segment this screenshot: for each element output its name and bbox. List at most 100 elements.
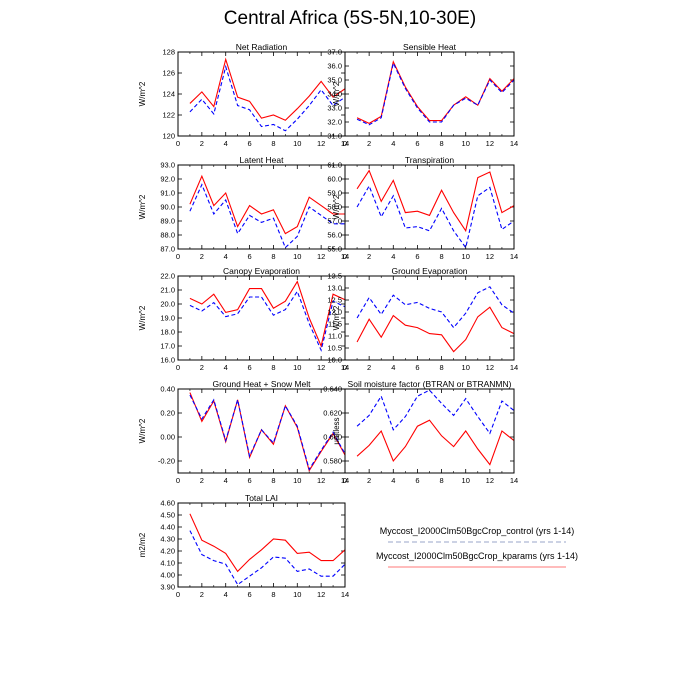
latent-heat-ytick-label: 89.0 bbox=[160, 217, 175, 226]
canopy-evaporation-xtick-label: 12 bbox=[317, 363, 325, 372]
latent-heat-kparams-line bbox=[189, 174, 345, 235]
soil-moisture-factor-btran-or-btranmn-ytick-label: 0.620 bbox=[323, 409, 342, 418]
canopy-evaporation-ytick-label: 22.0 bbox=[160, 272, 175, 281]
sensible-heat-ytick-label: 31.0 bbox=[327, 132, 342, 141]
ground-heat-snow-melt-xtick-label: 14 bbox=[341, 476, 349, 485]
sensible-heat-ytick-label: 32.0 bbox=[327, 118, 342, 127]
ground-evaporation-panel-title: Ground Evaporation bbox=[391, 266, 467, 276]
net-radiation-ytick-label: 128 bbox=[162, 48, 175, 57]
ground-evaporation-ytick-label: 12.0 bbox=[327, 308, 342, 317]
sensible-heat-xtick-label: 10 bbox=[462, 139, 470, 148]
sensible-heat-plot-frame bbox=[344, 51, 515, 137]
soil-moisture-factor-btran-or-btranmn-xtick-label: 0 bbox=[343, 476, 347, 485]
latent-heat-ytick-label: 90.0 bbox=[160, 203, 175, 212]
canopy-evaporation-kparams-line bbox=[189, 280, 346, 348]
net-radiation-xtick-label: 2 bbox=[200, 139, 204, 148]
legend-label-control: Myccost_I2000Clm50BgcCrop_control (yrs 1… bbox=[380, 526, 575, 536]
ground-heat-snow-melt-control-line bbox=[189, 394, 346, 471]
canopy-evaporation-xtick-label: 10 bbox=[293, 363, 301, 372]
total-lai-xtick-label: 12 bbox=[317, 590, 325, 599]
total-lai-ylabel: m2/m2 bbox=[138, 532, 147, 557]
sensible-heat-kparams-line bbox=[356, 60, 515, 125]
transpiration-xtick-label: 10 bbox=[462, 252, 470, 261]
transpiration-ytick-label: 60.0 bbox=[327, 175, 342, 184]
net-radiation-ytick-label: 120 bbox=[162, 132, 175, 141]
net-radiation-control-line bbox=[189, 64, 346, 132]
latent-heat-xtick-label: 4 bbox=[224, 252, 228, 261]
soil-moisture-factor-btran-or-btranmn-xtick-label: 12 bbox=[486, 476, 494, 485]
sensible-heat-xtick-label: 14 bbox=[510, 139, 518, 148]
canopy-evaporation-xtick-label: 8 bbox=[271, 363, 275, 372]
ground-heat-snow-melt-xtick-label: 12 bbox=[317, 476, 325, 485]
ground-heat-snow-melt-xtick-label: 6 bbox=[247, 476, 251, 485]
latent-heat-panel-title: Latent Heat bbox=[240, 155, 285, 165]
total-lai-kparams-line bbox=[189, 513, 346, 573]
total-lai-ytick-label: 4.00 bbox=[160, 571, 175, 580]
transpiration-ytick-label: 57.0 bbox=[327, 217, 342, 226]
net-radiation-ylabel: W/m^2 bbox=[138, 81, 147, 106]
total-lai-panel-title: Total LAI bbox=[245, 493, 278, 503]
ground-evaporation-xtick-label: 4 bbox=[391, 363, 395, 372]
canopy-evaporation-ylabel: W/m^2 bbox=[138, 305, 147, 330]
sensible-heat-xtick-label: 12 bbox=[486, 139, 494, 148]
ground-evaporation-ytick-label: 13.0 bbox=[327, 284, 342, 293]
soil-moisture-factor-btran-or-btranmn-panel-title: Soil moisture factor (BTRAN or BTRANMN) bbox=[348, 379, 512, 389]
latent-heat-control-line bbox=[189, 183, 345, 249]
net-radiation-xtick-label: 4 bbox=[224, 139, 228, 148]
net-radiation-xtick-label: 14 bbox=[341, 139, 349, 148]
sensible-heat-ytick-label: 33.0 bbox=[327, 104, 342, 113]
ground-heat-snow-melt-ytick-label: -0.20 bbox=[158, 457, 175, 466]
sensible-heat-ylabel: W/m^2 bbox=[332, 81, 341, 106]
latent-heat-xtick-label: 2 bbox=[200, 252, 204, 261]
ground-evaporation-xtick-label: 8 bbox=[439, 363, 443, 372]
total-lai-ytick-label: 4.30 bbox=[160, 535, 175, 544]
ground-evaporation-xtick-label: 12 bbox=[486, 363, 494, 372]
soil-moisture-factor-btran-or-btranmn-plot-frame bbox=[344, 388, 515, 474]
latent-heat-ylabel: W/m^2 bbox=[138, 194, 147, 219]
latent-heat-ytick-label: 87.0 bbox=[160, 245, 175, 254]
ground-evaporation-ytick-label: 10.5 bbox=[327, 344, 342, 353]
canopy-evaporation-xtick-label: 2 bbox=[200, 363, 204, 372]
sensible-heat-xtick-label: 2 bbox=[367, 139, 371, 148]
canopy-evaporation-panel-title: Canopy Evaporation bbox=[223, 266, 300, 276]
latent-heat-ytick-label: 88.0 bbox=[160, 231, 175, 240]
total-lai-control-line bbox=[189, 530, 346, 586]
figure-title: Central Africa (5S-5N,10-30E) bbox=[223, 8, 477, 29]
soil-moisture-factor-btran-or-btranmn-xtick-label: 8 bbox=[439, 476, 443, 485]
total-lai-xtick-label: 4 bbox=[224, 590, 228, 599]
canopy-evaporation-ytick-label: 18.0 bbox=[160, 328, 175, 337]
ground-heat-snow-melt-xtick-label: 10 bbox=[293, 476, 301, 485]
transpiration-control-line bbox=[356, 184, 515, 249]
net-radiation-ytick-label: 122 bbox=[162, 111, 175, 120]
transpiration-ytick-label: 55.0 bbox=[327, 245, 342, 254]
ground-heat-snow-melt-ytick-label: 0.20 bbox=[160, 409, 175, 418]
ground-evaporation-ytick-label: 12.5 bbox=[327, 296, 342, 305]
ground-heat-snow-melt-ylabel: W/m^2 bbox=[138, 418, 147, 443]
total-lai-ytick-label: 4.40 bbox=[160, 523, 175, 532]
transpiration-kparams-line bbox=[356, 169, 515, 233]
canopy-evaporation-xtick-label: 6 bbox=[247, 363, 251, 372]
net-radiation-panel-title: Net Radiation bbox=[236, 42, 288, 52]
sensible-heat-ytick-label: 35.0 bbox=[327, 76, 342, 85]
legend-label-kparams: Myccost_I2000Clm50BgcCrop_kparams (yrs 1… bbox=[376, 551, 578, 561]
canopy-evaporation-ytick-label: 16.0 bbox=[160, 356, 175, 365]
total-lai-ytick-label: 4.50 bbox=[160, 511, 175, 520]
sensible-heat-ytick-label: 34.0 bbox=[327, 90, 342, 99]
total-lai-ytick-label: 3.90 bbox=[160, 583, 175, 592]
soil-moisture-factor-btran-or-btranmn-xtick-label: 4 bbox=[391, 476, 395, 485]
ground-evaporation-xtick-label: 0 bbox=[343, 363, 347, 372]
total-lai-xtick-label: 6 bbox=[247, 590, 251, 599]
total-lai-xtick-label: 2 bbox=[200, 590, 204, 599]
transpiration-xtick-label: 2 bbox=[367, 252, 371, 261]
sensible-heat-xtick-label: 8 bbox=[439, 139, 443, 148]
latent-heat-xtick-label: 12 bbox=[317, 252, 325, 261]
canopy-evaporation-ytick-label: 20.0 bbox=[160, 300, 175, 309]
ground-evaporation-ylabel: W/m^2 bbox=[332, 305, 341, 330]
soil-moisture-factor-btran-or-btranmn-kparams-line bbox=[356, 419, 515, 466]
ground-heat-snow-melt-panel-title: Ground Heat + Snow Melt bbox=[212, 379, 311, 389]
sensible-heat-ytick-label: 36.0 bbox=[327, 62, 342, 71]
latent-heat-xtick-label: 14 bbox=[341, 252, 349, 261]
total-lai-xtick-label: 0 bbox=[176, 590, 180, 599]
transpiration-ytick-label: 56.0 bbox=[327, 231, 342, 240]
canopy-evaporation-xtick-label: 0 bbox=[176, 363, 180, 372]
